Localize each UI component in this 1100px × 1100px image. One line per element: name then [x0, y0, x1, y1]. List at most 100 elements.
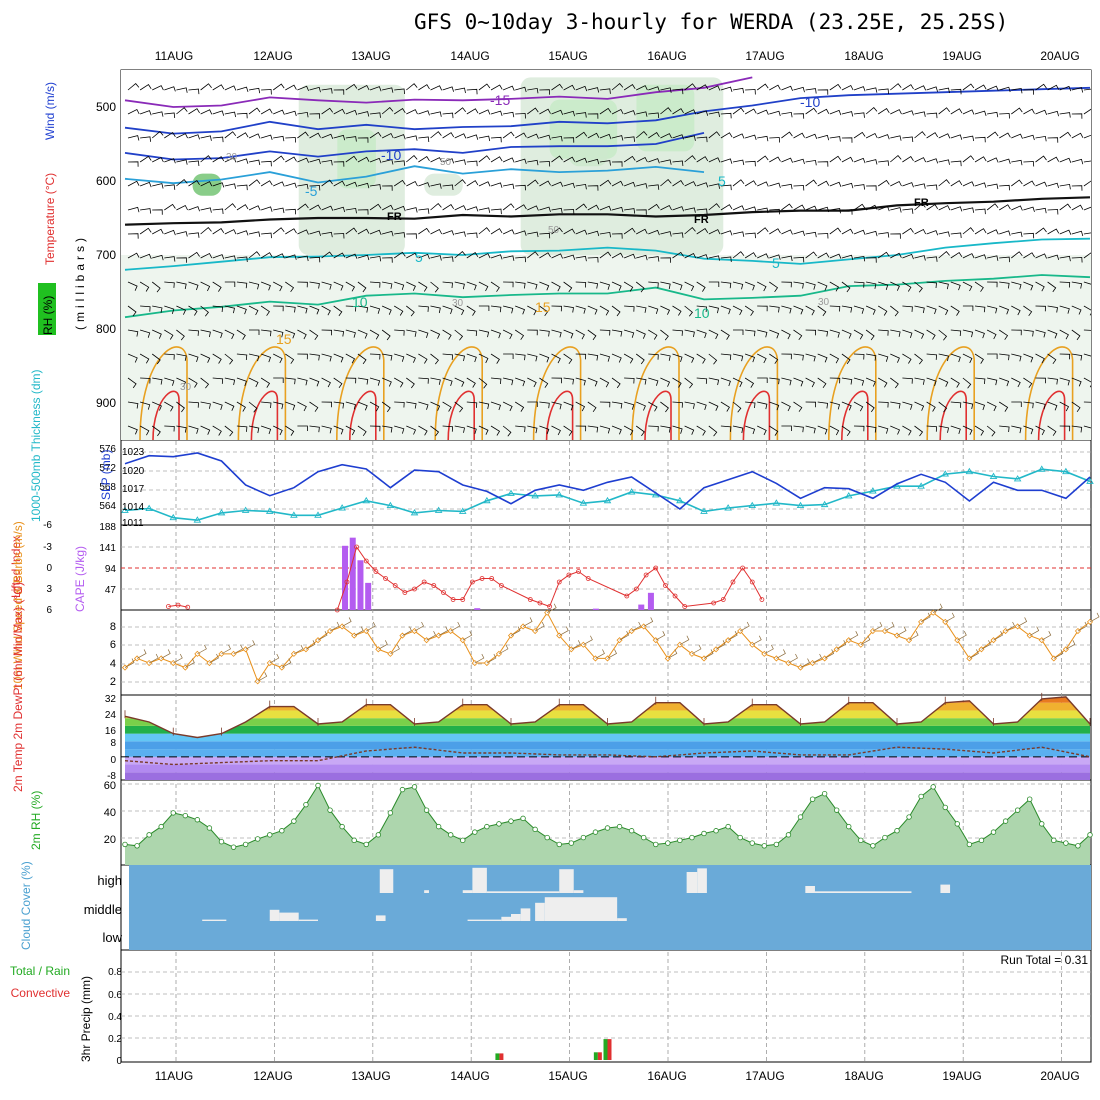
wind-barb: [490, 353, 500, 364]
wind-barb: [575, 183, 587, 190]
wind-barb: [805, 329, 817, 336]
wind-barb: [841, 329, 852, 339]
wind-barb: [309, 86, 321, 93]
wind-barb: [1011, 133, 1023, 139]
rh-cell: [298, 84, 405, 255]
wind-barb: [950, 108, 963, 115]
wind-barb: [696, 110, 709, 116]
temp-band: [125, 749, 1090, 757]
temp-band: [125, 756, 1090, 765]
wind-barb: [503, 183, 515, 190]
wind-barb: [878, 160, 890, 166]
wind-barb: [890, 207, 902, 213]
wind-barb: [865, 230, 878, 237]
wind-barb: [575, 131, 588, 139]
isotherm-label: 10: [694, 305, 710, 321]
wind-barb: [478, 181, 491, 187]
wind-barb: [260, 206, 273, 212]
wind-barb: [926, 329, 936, 340]
wind-barb: [781, 229, 793, 235]
wind-barb: [829, 305, 841, 312]
wind-barb: [672, 108, 684, 115]
wind-barb: [127, 108, 140, 115]
wind-barb: [454, 133, 467, 139]
wind-barb: [938, 377, 949, 387]
li-point: [634, 586, 639, 592]
wind-barb: [127, 180, 140, 187]
wind-barb: [841, 137, 853, 143]
wind-barb: [865, 204, 878, 211]
wind-barb: [551, 135, 563, 142]
wind-barb: [841, 281, 851, 293]
wind-barb: [817, 233, 829, 239]
wind-barb: [587, 132, 600, 139]
wind-barb: [1023, 401, 1034, 409]
wind-barb: [708, 401, 719, 411]
wind-barb: [381, 107, 394, 115]
wind-barb: [212, 254, 225, 260]
cloud-block: [511, 914, 521, 921]
li-point: [431, 583, 437, 588]
wind-barb: [273, 281, 283, 292]
wind-barb: [345, 425, 356, 436]
wind-barb: [466, 281, 477, 291]
wind-barb: [1083, 206, 1091, 211]
wind-barb: [636, 377, 647, 385]
wind-barb: [878, 329, 889, 336]
wind10-barb: [1053, 649, 1064, 659]
rh2m-point: [423, 807, 430, 813]
wind-barb: [478, 227, 491, 235]
li-point: [392, 583, 398, 588]
wind-barb: [539, 305, 549, 317]
wind-barb: [127, 329, 139, 337]
wind-barb: [357, 377, 369, 385]
thickness-line-point: [676, 496, 684, 504]
wind-barb: [490, 156, 503, 163]
wind-barb: [866, 159, 878, 165]
wind-barb: [817, 252, 830, 259]
wind-barb: [999, 377, 1010, 387]
wind-barb: [660, 133, 672, 139]
wind-barb: [321, 133, 334, 140]
wind-barb: [1047, 182, 1059, 189]
wind-barb: [539, 425, 550, 435]
wind-barb: [878, 377, 888, 388]
wind-barb: [454, 425, 465, 433]
wind-barb: [164, 329, 174, 340]
wind-barb: [890, 109, 902, 115]
wind-barb: [757, 253, 769, 259]
wind-barb: [236, 184, 248, 191]
wind-barb: [902, 425, 912, 436]
wind-barb: [176, 353, 187, 361]
wind-barb: [636, 228, 648, 235]
wind-barb: [212, 156, 225, 163]
wind-barb: [635, 131, 648, 139]
thickness-line-point: [265, 507, 274, 514]
rh2m-point: [146, 832, 152, 838]
wind-barb: [394, 329, 405, 336]
wind-barb: [321, 401, 333, 408]
wind-barb: [212, 228, 225, 235]
wind-barb: [623, 84, 636, 91]
y-tick: 24: [105, 710, 117, 721]
cloud-block: [559, 869, 574, 893]
wind-barb: [527, 305, 537, 316]
wind-barb: [273, 377, 284, 383]
wind-barb: [551, 253, 563, 259]
wind-barb: [974, 353, 984, 364]
wind-barb: [478, 253, 491, 259]
temp-band: [125, 725, 1090, 734]
wind-barb: [720, 425, 732, 432]
wind-barb: [212, 377, 224, 384]
wind-barb: [357, 84, 370, 91]
wind-barb: [1059, 183, 1071, 190]
rh2m-point: [882, 834, 888, 841]
wind-barb: [297, 377, 308, 386]
wind-barb: [914, 329, 925, 339]
wind-barb: [1023, 252, 1035, 259]
wind-barb: [176, 231, 188, 237]
wind-barb: [236, 256, 248, 263]
rh2m-point: [894, 828, 900, 834]
wind-barb: [224, 329, 235, 340]
wind-barb: [660, 377, 671, 387]
